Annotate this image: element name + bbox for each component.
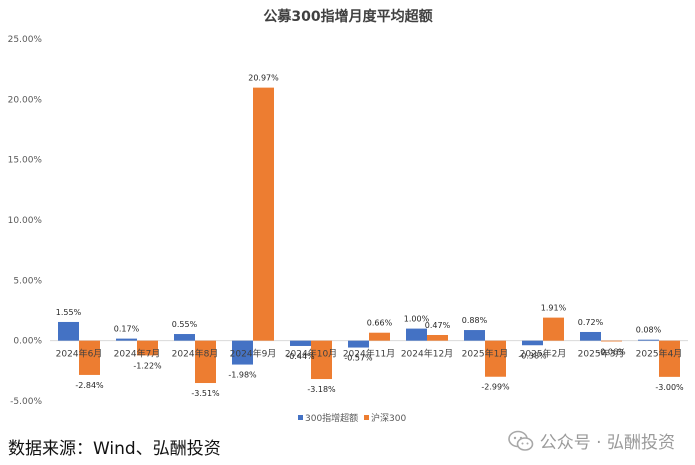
data-label: -3.51% [191, 389, 220, 398]
bar-csi300 [543, 317, 564, 341]
bar-csi300 [659, 340, 680, 377]
x-tick-label: 2024年11月 [343, 348, 395, 360]
source-note: 数据来源：Wind、弘酬投资 [8, 439, 221, 459]
data-label: -1.98% [228, 371, 257, 380]
legend-swatch [298, 415, 303, 420]
data-label: 1.00% [404, 315, 430, 324]
bar-300-excess [406, 328, 427, 341]
bar-csi300 [79, 340, 100, 375]
legend-label: 300指增超额 [305, 412, 358, 424]
data-label: -0.44% [286, 352, 315, 361]
x-tick-label: 2025年1月 [462, 348, 509, 360]
data-label: -2.99% [481, 383, 510, 392]
bar-chart: 公募300指增月度平均超额 25.00% 20.00% 15.00% 10.00% 5.… [8, 8, 688, 424]
x-tick-label: 2025年2月 [520, 348, 567, 360]
legend-label: 沪深300 [371, 412, 406, 424]
data-labels: 1.55% -2.84% 0.17% -1.22% 0.55% -3.51% -1.98% 2… [56, 74, 684, 398]
data-label: 0.66% [367, 319, 393, 328]
y-axis: 25.00% 20.00% 15.00% 10.00% 5.00% 0.00% -5.00% [8, 35, 43, 407]
bar-csi300 [311, 340, 332, 380]
x-tick-label: 2024年6月 [56, 348, 103, 360]
x-tick-label: 2024年10月 [285, 348, 337, 360]
bar-300-excess [580, 331, 601, 341]
data-label: -3.00% [655, 383, 684, 392]
bar-300-excess [232, 340, 253, 365]
bar-300-excess [116, 338, 137, 341]
x-axis: 2024年6月 2024年7月 2024年8月 2024年9月 2024年10月 2024… [56, 348, 683, 360]
x-tick-label: 2024年7月 [114, 348, 161, 360]
legend-swatch [364, 415, 369, 420]
data-label: 0.08% [636, 326, 662, 335]
data-label: -3.18% [307, 385, 336, 394]
x-tick-label: 2024年8月 [172, 348, 219, 360]
legend: 300指增超额 沪深300 [298, 412, 406, 424]
data-label: 0.88% [462, 316, 488, 325]
bar-300-excess [174, 334, 195, 341]
bar-csi300 [253, 87, 274, 341]
bar-300-excess [348, 340, 369, 348]
bar-300-excess [638, 339, 659, 341]
data-label: -0.06% [597, 347, 626, 356]
bar-300-excess [464, 330, 485, 341]
data-label: 1.55% [56, 308, 82, 317]
data-label: -0.38% [518, 351, 547, 360]
data-label: 0.55% [172, 320, 198, 329]
watermark: 公众号 · 弘酬投资 [507, 428, 675, 453]
watermark-text: 公众号 · 弘酬投资 [539, 433, 675, 453]
x-tick-label: 2024年12月 [401, 348, 453, 360]
x-tick-label: 2025年3月 [578, 348, 625, 360]
bar-csi300 [601, 340, 622, 342]
chart-title: 公募300指增月度平均超额 [263, 8, 432, 25]
data-label: -1.22% [133, 361, 162, 370]
data-label: 0.72% [578, 318, 604, 327]
y-tick-label: 20.00% [8, 95, 43, 105]
data-label: -2.84% [75, 381, 104, 390]
bar-csi300 [427, 334, 448, 341]
bar-csi300 [369, 332, 390, 341]
wechat-icon [507, 430, 534, 451]
bar-csi300 [195, 340, 216, 384]
data-label: 20.97% [248, 74, 279, 83]
y-tick-label: 25.00% [8, 35, 43, 45]
bar-series [58, 87, 680, 384]
data-label: 1.91% [541, 304, 567, 313]
y-tick-label: 10.00% [8, 216, 43, 226]
y-tick-label: 5.00% [13, 276, 42, 286]
data-label: 0.17% [114, 325, 140, 334]
y-tick-label: 0.00% [13, 337, 42, 347]
bar-csi300 [137, 340, 158, 356]
bar-csi300 [485, 340, 506, 377]
bar-300-excess [290, 340, 311, 346]
y-tick-label: 15.00% [8, 156, 43, 166]
data-label: -0.57% [344, 354, 373, 363]
bar-300-excess [58, 321, 79, 341]
x-tick-label: 2025年4月 [636, 348, 683, 360]
x-tick-label: 2024年9月 [230, 348, 277, 360]
y-tick-label: -5.00% [10, 397, 42, 407]
bar-300-excess [522, 340, 543, 346]
data-label: 0.47% [425, 321, 451, 330]
